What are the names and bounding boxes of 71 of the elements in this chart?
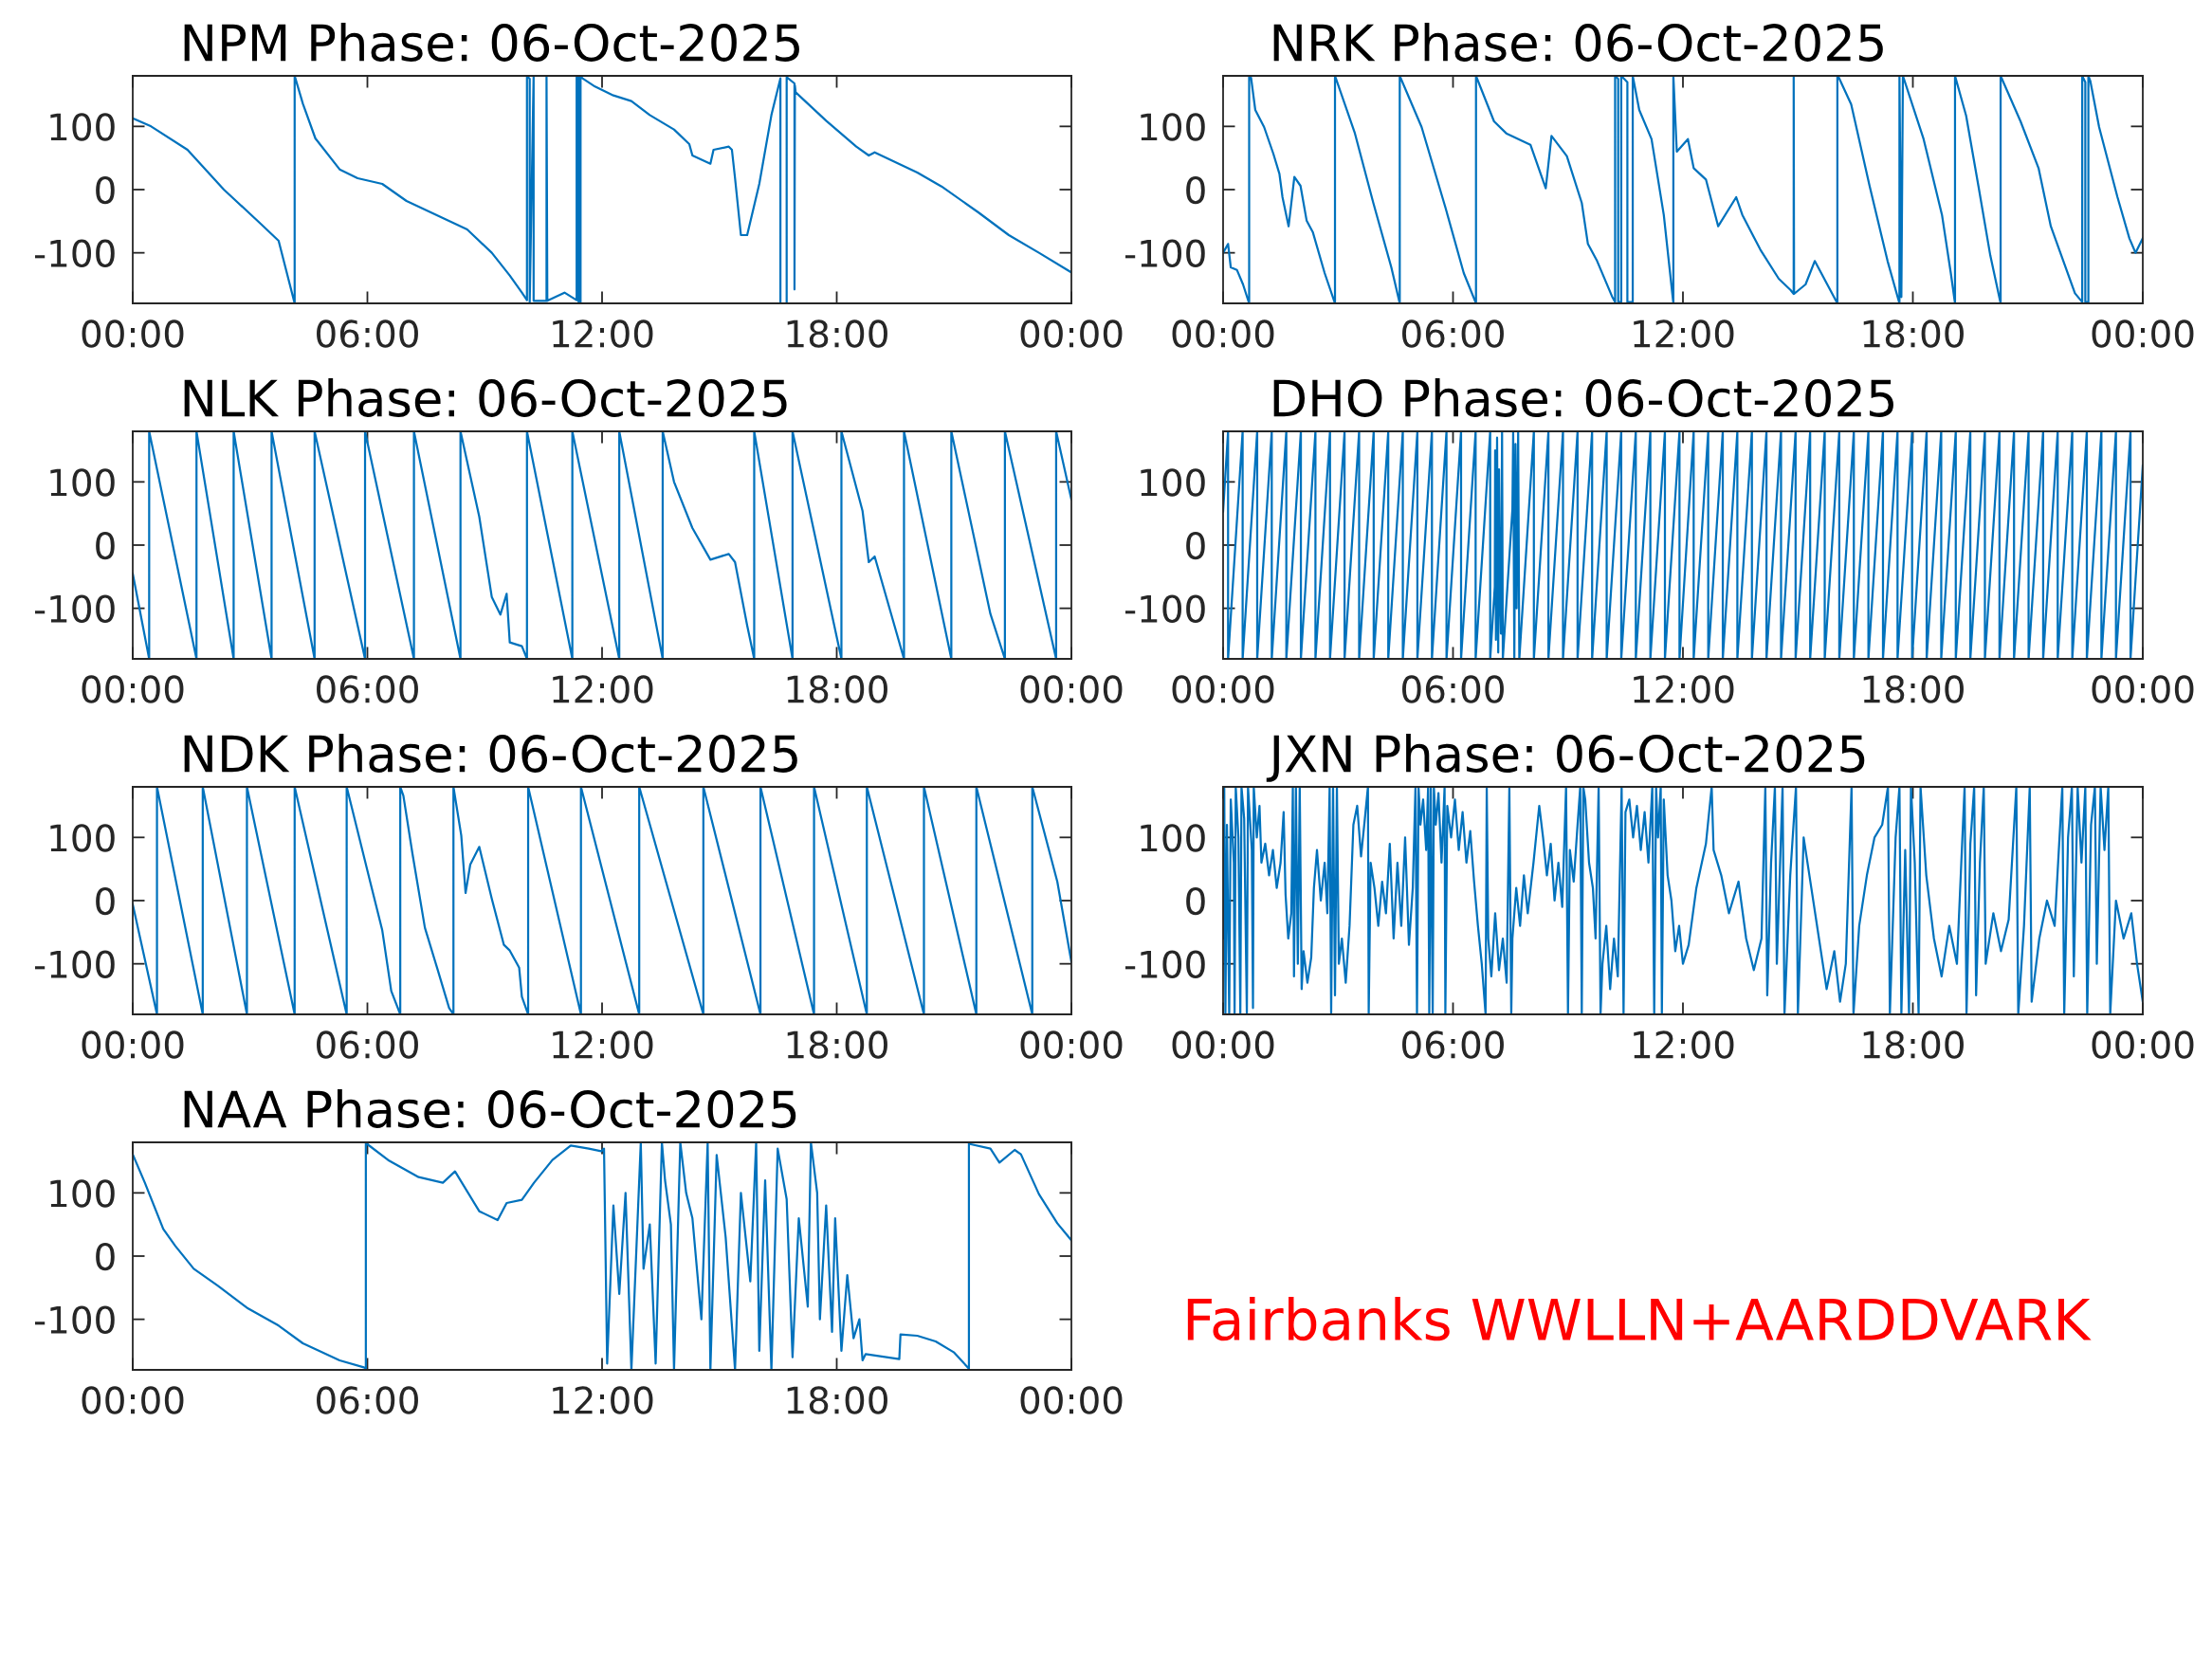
x-tick-label: 06:00 xyxy=(317,1030,418,1059)
x-tick-label: 06:00 xyxy=(1402,1030,1504,1059)
x-tick-label: 06:00 xyxy=(1402,319,1504,348)
y-tick-label: -100 xyxy=(34,239,115,267)
line-series xyxy=(1223,76,2143,303)
x-tick-label: 00:00 xyxy=(1020,1386,1123,1414)
y-tick-label: -100 xyxy=(34,594,115,623)
x-tick-label: 00:00 xyxy=(1020,1030,1123,1059)
y-tick-label: 100 xyxy=(50,824,115,852)
y-tick-label: 0 xyxy=(96,175,115,205)
y-tick-label: -100 xyxy=(34,1305,115,1334)
x-tick-label: 00:00 xyxy=(2092,675,2194,703)
y-tick-label: 0 xyxy=(96,886,115,916)
chart-title: NRK Phase: 06-Oct-2025 xyxy=(1273,23,1883,62)
x-tick-label: 18:00 xyxy=(1863,319,1964,348)
y-tick-label: -100 xyxy=(1124,594,1205,623)
x-tick-label: 00:00 xyxy=(82,319,184,348)
x-tick-label: 00:00 xyxy=(2092,319,2194,348)
y-tick-label: 0 xyxy=(96,1242,115,1271)
y-tick-label: 100 xyxy=(1141,468,1205,497)
x-tick-label: 12:00 xyxy=(553,1386,653,1414)
y-tick-label: 100 xyxy=(50,468,115,497)
x-tick-label: 06:00 xyxy=(317,319,418,348)
chart-title: NAA Phase: 06-Oct-2025 xyxy=(184,1089,796,1128)
chart-title: NDK Phase: 06-Oct-2025 xyxy=(184,734,797,773)
x-tick-label: 18:00 xyxy=(787,319,887,348)
line-series xyxy=(1223,431,2143,659)
x-tick-label: 00:00 xyxy=(1172,1030,1274,1059)
x-tick-label: 00:00 xyxy=(82,675,184,703)
y-tick-label: 0 xyxy=(1186,175,1205,205)
x-tick-label: 00:00 xyxy=(1172,675,1274,703)
chart-title: NLK Phase: 06-Oct-2025 xyxy=(184,378,787,417)
y-tick-label: 0 xyxy=(1186,531,1205,560)
y-tick-label: -100 xyxy=(1124,950,1205,978)
x-tick-label: 00:00 xyxy=(1020,675,1123,703)
y-tick-label: 100 xyxy=(50,1179,115,1208)
x-tick-label: 12:00 xyxy=(553,319,653,348)
chart-title: JXN Phase: 06-Oct-2025 xyxy=(1266,734,1865,782)
y-tick-label: 100 xyxy=(1141,113,1205,141)
x-tick-label: 12:00 xyxy=(553,1030,653,1059)
y-tick-label: 100 xyxy=(1141,824,1205,852)
x-tick-label: 06:00 xyxy=(317,1386,418,1414)
x-tick-label: 18:00 xyxy=(787,1030,887,1059)
text: Fairbanks WWLLN+AARDDVARK xyxy=(1187,1297,2092,1341)
x-tick-label: 00:00 xyxy=(82,1030,184,1059)
x-tick-label: 18:00 xyxy=(1863,675,1964,703)
x-tick-label: 00:00 xyxy=(82,1386,184,1414)
x-tick-label: 18:00 xyxy=(787,675,887,703)
x-tick-label: 18:00 xyxy=(1863,1030,1964,1059)
chart-title: NPM Phase: 06-Oct-2025 xyxy=(184,23,799,62)
x-tick-label: 12:00 xyxy=(553,675,653,703)
y-tick-label: 100 xyxy=(50,113,115,141)
chart-title: DHO Phase: 06-Oct-2025 xyxy=(1273,378,1893,417)
line-series xyxy=(133,1142,1071,1370)
x-tick-label: 00:00 xyxy=(1020,319,1123,348)
y-tick-label: -100 xyxy=(34,950,115,978)
x-tick-label: 00:00 xyxy=(1172,319,1274,348)
y-tick-label: 0 xyxy=(96,531,115,560)
x-tick-label: 12:00 xyxy=(1634,319,1734,348)
x-tick-label: 12:00 xyxy=(1634,675,1734,703)
line-series xyxy=(133,787,1071,1014)
line-series xyxy=(133,431,1071,659)
x-tick-label: 06:00 xyxy=(317,675,418,703)
y-tick-label: -100 xyxy=(1124,239,1205,267)
line-series xyxy=(1223,787,2143,1014)
x-tick-label: 00:00 xyxy=(2092,1030,2194,1059)
x-tick-label: 12:00 xyxy=(1634,1030,1734,1059)
line-series xyxy=(133,76,1071,303)
y-tick-label: 0 xyxy=(1186,886,1205,916)
x-tick-label: 06:00 xyxy=(1402,675,1504,703)
x-tick-label: 18:00 xyxy=(787,1386,887,1414)
